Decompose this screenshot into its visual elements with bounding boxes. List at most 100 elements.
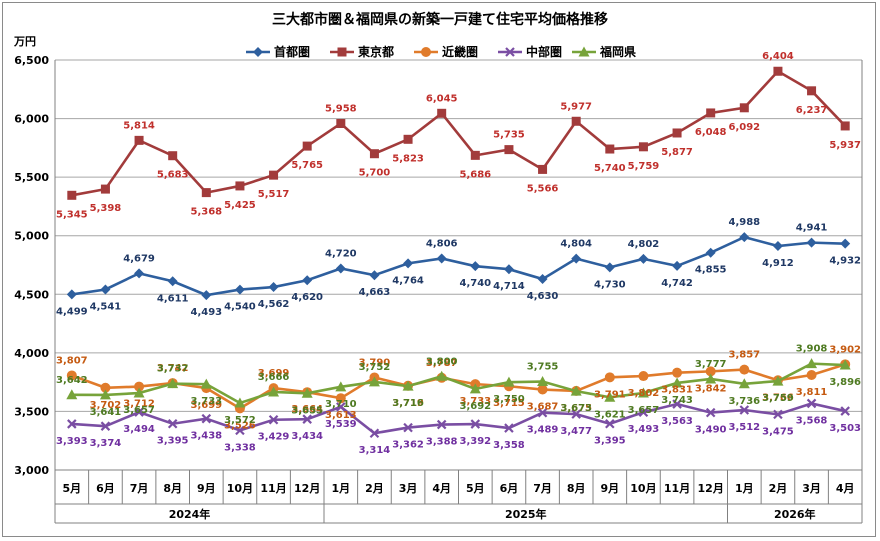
data-point: [739, 232, 750, 243]
data-point-stroke: [201, 413, 212, 424]
data-label: 3,489: [527, 425, 559, 436]
data-point: [638, 253, 649, 264]
data-point-stroke: [705, 407, 716, 418]
data-point: [505, 47, 515, 57]
data-point: [807, 86, 817, 96]
data-point: [302, 141, 312, 151]
data-point: [369, 149, 379, 159]
data-point: [470, 261, 481, 272]
data-point: [368, 376, 380, 387]
data-point: [605, 144, 615, 154]
chart-title: 三大都市圏＆福岡県の新築一戸建て住宅平均価格推移: [272, 11, 608, 28]
data-point: [134, 381, 145, 392]
x-tick-label: 7月: [533, 482, 552, 495]
data-label: 3,811: [796, 387, 828, 398]
data-point: [739, 405, 750, 415]
data-label: 3,664: [291, 404, 323, 415]
data-point: [773, 66, 783, 76]
y-tick-label: 4,000: [14, 347, 49, 360]
y-tick-label: 5,000: [14, 230, 49, 243]
x-tick-label: 12月: [698, 482, 724, 495]
data-point: [672, 128, 682, 138]
x-tick-label: 3月: [399, 482, 418, 495]
data-label: 3,719: [392, 398, 424, 409]
data-label: 3,563: [661, 416, 693, 427]
data-label: 3,750: [493, 394, 525, 405]
data-label: 3,716: [392, 398, 424, 409]
data-point: [672, 367, 683, 378]
data-label: 3,362: [392, 440, 424, 451]
data-label: 3,621: [594, 409, 626, 420]
data-label: 5,937: [829, 140, 861, 151]
x-tick-label: 4月: [432, 482, 451, 495]
data-point: [578, 46, 590, 57]
data-label: 4,988: [728, 217, 760, 228]
data-label: 3,737: [157, 364, 189, 375]
legend-label: 東京都: [358, 44, 394, 59]
series-group: [66, 66, 851, 438]
data-point-stroke: [840, 406, 850, 416]
data-point: [336, 402, 346, 412]
data-point: [806, 237, 817, 248]
data-point: [234, 397, 246, 408]
data-label: 5,398: [90, 203, 122, 214]
data-point: [167, 378, 179, 389]
data-label: 5,683: [157, 170, 189, 181]
legend-label: 首都圏: [274, 44, 310, 59]
x-tick-label: 4月: [836, 482, 855, 495]
data-point: [66, 289, 77, 300]
y-tick-label: 6,000: [14, 113, 49, 126]
y-tick-label: 6,500: [14, 54, 49, 67]
data-label: 3,374: [90, 438, 122, 449]
data-label: 3,526: [224, 420, 256, 431]
data-point: [672, 399, 682, 409]
data-point: [268, 414, 279, 425]
data-label: 3,733: [459, 396, 491, 407]
data-label: 5,517: [258, 189, 290, 200]
data-label: 3,908: [796, 344, 828, 355]
data-point: [436, 370, 448, 381]
data-label: 4,740: [459, 278, 491, 289]
data-label: 4,932: [829, 256, 861, 267]
data-point: [571, 116, 581, 126]
data-point: [437, 108, 447, 118]
x-axis: 5月 6月 7月 8月 9月 10月 11月 12月 1月 2月 3月 4月 5月 6月 7月 8月 9月 10月…: [54, 469, 863, 524]
data-label: 6,092: [728, 122, 760, 133]
data-point: [772, 375, 784, 386]
data-label: 3,807: [56, 355, 88, 366]
data-point-stroke: [571, 409, 581, 419]
data-label: 4,764: [392, 275, 424, 286]
data-label: 3,314: [359, 445, 391, 456]
y-axis: 3,000 3,500 4,000 4,500 5,000 5,500 6,000 6,500: [14, 54, 863, 523]
data-label: 3,710: [325, 399, 357, 410]
legend-item: 首都圏: [246, 44, 310, 59]
data-label: 3,494: [123, 424, 155, 435]
data-point: [469, 383, 481, 394]
x-tick-label: 11月: [664, 482, 690, 495]
data-label: 3,687: [527, 402, 559, 413]
y-tick-label: 3,500: [14, 405, 49, 418]
data-label: 3,338: [224, 442, 256, 453]
data-point: [436, 419, 447, 430]
data-point-stroke: [806, 398, 817, 409]
x-tick-label: 2月: [769, 482, 788, 495]
data-point: [100, 421, 111, 431]
data-label: 3,503: [829, 423, 861, 434]
data-label: 3,657: [123, 405, 155, 416]
data-label: 3,490: [695, 425, 727, 436]
data-point: [570, 385, 582, 396]
data-point: [100, 284, 111, 295]
data-point-stroke: [436, 419, 447, 430]
data-point: [168, 151, 178, 161]
data-point-stroke: [235, 425, 245, 436]
data-point-stroke: [470, 419, 481, 429]
y-tick-label: 5,500: [14, 171, 49, 184]
x-tick-label: 7月: [130, 482, 149, 495]
data-label: 3,699: [258, 368, 290, 379]
data-label: 3,572: [224, 415, 256, 426]
data-point-stroke: [505, 47, 515, 57]
data-point: [201, 290, 212, 301]
data-point: [773, 409, 783, 420]
data-point: [604, 372, 615, 383]
